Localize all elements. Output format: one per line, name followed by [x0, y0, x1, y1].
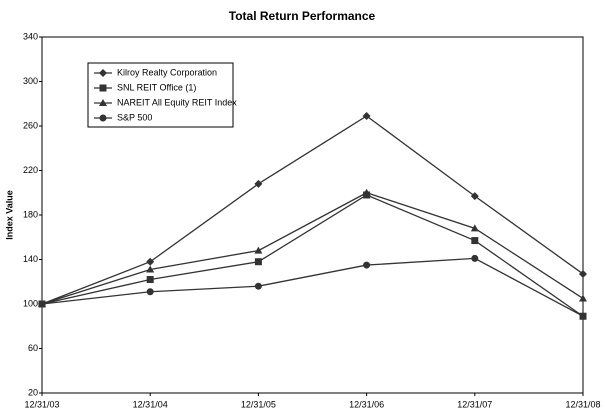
legend-label: S&P 500	[117, 112, 152, 122]
y-tick-label: 340	[23, 31, 38, 41]
data-point	[146, 265, 155, 273]
data-point	[38, 300, 46, 308]
data-point	[363, 261, 371, 269]
data-point	[579, 269, 587, 278]
data-point	[254, 282, 262, 290]
legend-marker	[99, 114, 107, 122]
data-point	[470, 224, 479, 232]
data-point	[579, 294, 587, 302]
data-point	[254, 179, 263, 188]
legend-marker	[99, 84, 107, 92]
y-tick-label: 220	[23, 165, 38, 175]
x-tick-label: 12/31/05	[241, 399, 276, 409]
y-tick-label: 300	[23, 76, 38, 86]
y-tick-label: 140	[23, 254, 38, 264]
data-point	[146, 276, 154, 284]
legend-frame	[87, 62, 234, 128]
y-axis-title: Index Value	[4, 190, 14, 240]
data-point	[146, 257, 155, 266]
x-tick-label: 12/31/07	[457, 399, 492, 409]
data-point	[254, 258, 262, 266]
x-tick-label: 12/31/08	[565, 399, 600, 409]
y-tick-label: 100	[23, 298, 38, 308]
data-point	[579, 312, 587, 320]
data-point	[146, 288, 154, 296]
series-line	[41, 194, 584, 317]
x-tick-label: 12/31/06	[349, 399, 384, 409]
y-tick-label: 180	[23, 209, 38, 219]
x-tick-label: 12/31/03	[24, 399, 59, 409]
legend-marker	[99, 99, 107, 106]
chart-title: Total Return Performance	[229, 9, 376, 23]
legend-marker	[99, 69, 107, 77]
data-point	[471, 254, 479, 262]
data-point	[471, 237, 479, 245]
series-line	[41, 192, 584, 305]
series-line	[41, 115, 584, 305]
data-point	[254, 246, 263, 254]
y-tick-label: 260	[23, 120, 38, 130]
data-point	[362, 111, 371, 120]
legend-label: Kilroy Realty Corporation	[117, 67, 217, 77]
legend-label: SNL REIT Office (1)	[117, 82, 196, 92]
data-point	[362, 188, 371, 196]
x-tick-label: 12/31/04	[133, 399, 168, 409]
series-line	[41, 257, 584, 317]
legend-label: NAREIT All Equity REIT Index	[117, 97, 237, 107]
y-tick-label: 20	[28, 387, 38, 397]
y-tick-label: 60	[28, 343, 38, 353]
data-point	[470, 192, 479, 201]
